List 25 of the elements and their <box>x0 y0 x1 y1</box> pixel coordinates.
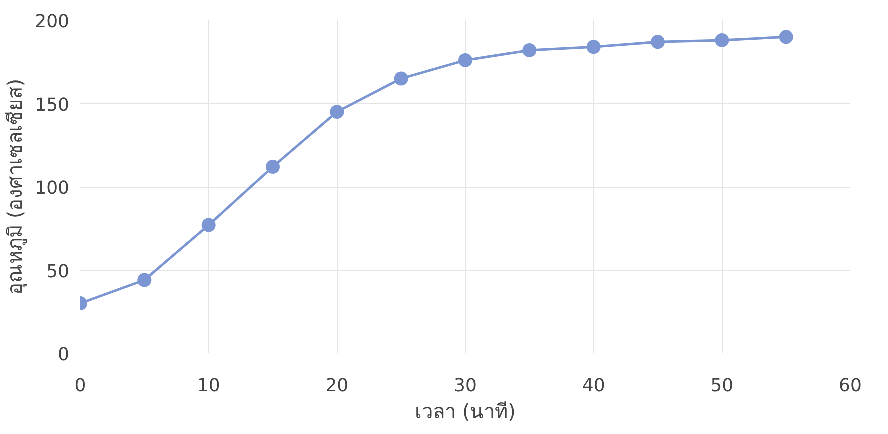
y-tick-label: 150 <box>35 94 70 116</box>
point <box>138 273 152 288</box>
y-tick-label: 200 <box>35 12 70 32</box>
point <box>330 105 344 120</box>
point <box>202 218 216 232</box>
x-tick-label: 60 <box>839 376 862 396</box>
point <box>651 35 665 50</box>
x-tick-label: 20 <box>326 376 349 396</box>
y-tick-label: 50 <box>46 261 70 282</box>
point <box>394 72 408 86</box>
x-tick-label: 10 <box>197 376 220 396</box>
point <box>779 30 794 44</box>
point <box>458 53 472 68</box>
y-axis-title: อุณหภูมิ (องศาเซลเซียส) <box>3 79 28 295</box>
x-tick-label: 50 <box>710 376 734 396</box>
x-axis-title: เวลา (นาที) <box>415 400 516 424</box>
point <box>715 33 730 48</box>
x-tick-label: 30 <box>454 376 477 396</box>
y-tick-label: 100 <box>35 178 70 199</box>
x-tick-label: 0 <box>74 376 86 396</box>
point <box>522 43 537 58</box>
y-tick-label: 0 <box>58 344 70 366</box>
point <box>266 160 280 174</box>
x-tick-label: 40 <box>582 376 606 396</box>
point <box>586 40 601 54</box>
